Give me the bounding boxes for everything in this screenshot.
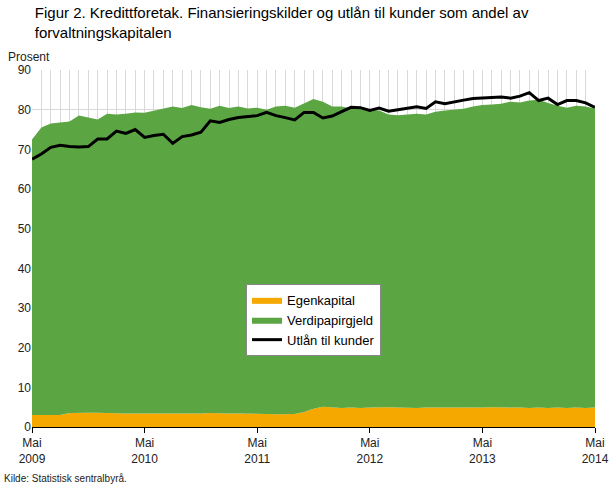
svg-text:10: 10 [18,381,32,395]
svg-text:40: 40 [18,262,32,276]
svg-text:70: 70 [18,143,32,157]
svg-text:Egenkapital: Egenkapital [287,293,355,308]
svg-text:30: 30 [18,301,32,315]
svg-text:Figur 2. Kredittforetak. Finan: Figur 2. Kredittforetak. Finansieringski… [35,4,529,41]
svg-text:Prosent: Prosent [8,50,50,64]
svg-text:Mai2014: Mai2014 [582,436,609,466]
svg-text:Mai2010: Mai2010 [131,436,158,466]
svg-text:20: 20 [18,341,32,355]
svg-text:80: 80 [18,103,32,117]
svg-text:Verdipapirgjeld: Verdipapirgjeld [287,313,373,328]
svg-text:Mai2009: Mai2009 [19,436,46,466]
svg-text:60: 60 [18,182,32,196]
svg-text:Utlån til kunder: Utlån til kunder [287,333,374,348]
svg-text:Mai2012: Mai2012 [356,436,383,466]
svg-text:Mai2011: Mai2011 [244,436,270,466]
svg-text:Kilde: Statistisk sentralbyrå.: Kilde: Statistisk sentralbyrå. [4,473,127,484]
svg-text:0: 0 [24,420,31,434]
svg-text:50: 50 [18,222,32,236]
svg-text:Mai2013: Mai2013 [469,436,496,466]
svg-text:90: 90 [18,63,32,77]
